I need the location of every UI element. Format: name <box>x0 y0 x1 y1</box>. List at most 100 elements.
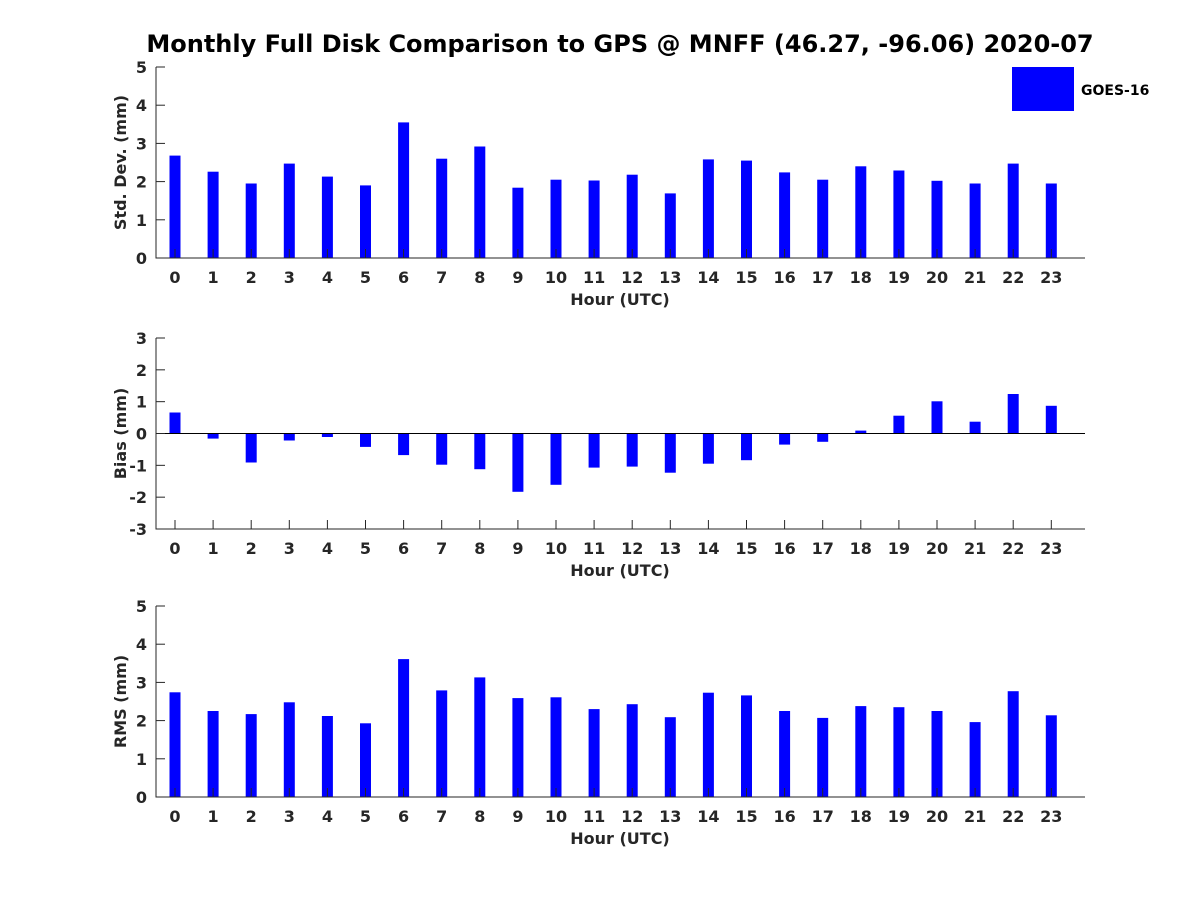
xtick-label-bias: 1 <box>208 539 219 558</box>
bar-std-15 <box>741 160 752 258</box>
bar-rms-8 <box>474 677 486 797</box>
xtick-label-std: 18 <box>850 268 872 287</box>
bar-std-6 <box>398 122 410 259</box>
bar-rms-10 <box>550 697 562 797</box>
xtick-label-std: 21 <box>964 268 986 287</box>
ytick-label-bias: -2 <box>129 488 147 507</box>
ytick-label-std: 4 <box>136 96 147 115</box>
ytick-label-rms: 3 <box>136 673 147 692</box>
bar-bias-7 <box>436 433 448 465</box>
ytick-label-rms: 0 <box>136 788 147 807</box>
xtick-label-rms: 15 <box>735 807 757 826</box>
ytick-label-std: 1 <box>136 211 147 230</box>
ytick-label-bias: -3 <box>129 520 147 539</box>
xtick-label-std: 19 <box>888 268 910 287</box>
xtick-label-bias: 0 <box>169 539 180 558</box>
xaxis-label-std: Hour (UTC) <box>570 290 670 309</box>
bar-bias-13 <box>664 433 676 473</box>
bar-std-5 <box>360 185 371 258</box>
xtick-label-rms: 0 <box>169 807 180 826</box>
bar-std-1 <box>207 171 219 258</box>
bar-bias-20 <box>931 401 943 434</box>
bar-std-8 <box>474 146 486 258</box>
xtick-label-bias: 4 <box>322 539 333 558</box>
bar-bias-10 <box>550 433 562 485</box>
bar-bias-9 <box>512 433 524 492</box>
xtick-label-std: 22 <box>1002 268 1024 287</box>
ytick-label-std: 3 <box>136 134 147 153</box>
legend-label: GOES-16 <box>1081 83 1149 99</box>
xtick-label-rms: 22 <box>1002 807 1024 826</box>
xtick-label-rms: 6 <box>398 807 409 826</box>
yaxis-label-rms: RMS (mm) <box>111 655 130 748</box>
bar-rms-3 <box>283 702 295 797</box>
yaxis-label-bias: Bias (mm) <box>111 388 130 480</box>
xtick-label-rms: 21 <box>964 807 986 826</box>
bar-bias-23 <box>1045 405 1057 434</box>
axis-lines-std <box>155 67 1085 259</box>
xtick-label-rms: 2 <box>246 807 257 826</box>
bar-rms-7 <box>436 690 448 797</box>
xtick-label-bias: 15 <box>735 539 757 558</box>
bar-std-19 <box>893 170 905 258</box>
bar-rms-13 <box>664 717 676 797</box>
bar-rms-21 <box>969 722 981 797</box>
xtick-label-bias: 5 <box>360 539 371 558</box>
bar-bias-21 <box>969 421 981 434</box>
bar-rms-0 <box>169 692 181 797</box>
xtick-label-rms: 9 <box>512 807 523 826</box>
legend: GOES-16 <box>1012 67 1149 111</box>
bar-std-17 <box>817 179 829 258</box>
xtick-label-bias: 8 <box>474 539 485 558</box>
xtick-label-std: 1 <box>208 268 219 287</box>
bar-bias-11 <box>588 433 600 468</box>
xtick-label-rms: 20 <box>926 807 948 826</box>
xtick-label-std: 5 <box>360 268 371 287</box>
xtick-label-bias: 13 <box>659 539 681 558</box>
bar-std-13 <box>664 193 676 258</box>
xtick-label-rms: 17 <box>812 807 834 826</box>
xtick-label-bias: 20 <box>926 539 948 558</box>
bar-rms-4 <box>321 716 333 797</box>
bar-rms-17 <box>817 717 829 797</box>
ytick-label-rms: 5 <box>136 597 147 616</box>
xtick-label-rms: 19 <box>888 807 910 826</box>
bar-bias-22 <box>1007 394 1019 434</box>
bar-bias-14 <box>702 433 714 464</box>
bar-rms-1 <box>207 711 219 797</box>
bar-rms-12 <box>626 704 638 797</box>
xtick-label-std: 17 <box>812 268 834 287</box>
xtick-label-rms: 10 <box>545 807 567 826</box>
xtick-label-rms: 5 <box>360 807 371 826</box>
bar-rms-14 <box>702 692 714 797</box>
bar-std-3 <box>283 163 295 258</box>
ytick-label-bias: 2 <box>136 361 147 380</box>
xtick-label-std: 16 <box>773 268 795 287</box>
xtick-label-rms: 1 <box>208 807 219 826</box>
bar-rms-5 <box>360 723 371 797</box>
ytick-label-bias: -1 <box>129 456 147 475</box>
ytick-label-bias: 0 <box>136 425 147 444</box>
bar-bias-16 <box>779 433 791 445</box>
xtick-label-std: 11 <box>583 268 605 287</box>
bar-bias-0 <box>169 412 181 434</box>
xtick-label-rms: 7 <box>436 807 447 826</box>
bar-bias-18 <box>855 430 867 434</box>
ytick-label-std: 0 <box>136 249 147 268</box>
xtick-label-bias: 19 <box>888 539 910 558</box>
bar-bias-12 <box>626 433 638 467</box>
xtick-label-bias: 14 <box>697 539 719 558</box>
bar-std-10 <box>550 179 562 258</box>
xtick-label-std: 20 <box>926 268 948 287</box>
xtick-label-bias: 22 <box>1002 539 1024 558</box>
bar-std-12 <box>626 174 638 258</box>
xtick-label-bias: 12 <box>621 539 643 558</box>
xtick-label-bias: 16 <box>773 539 795 558</box>
xtick-label-bias: 21 <box>964 539 986 558</box>
bar-std-4 <box>321 176 333 258</box>
xtick-label-std: 7 <box>436 268 447 287</box>
xtick-label-std: 10 <box>545 268 567 287</box>
xtick-label-bias: 11 <box>583 539 605 558</box>
